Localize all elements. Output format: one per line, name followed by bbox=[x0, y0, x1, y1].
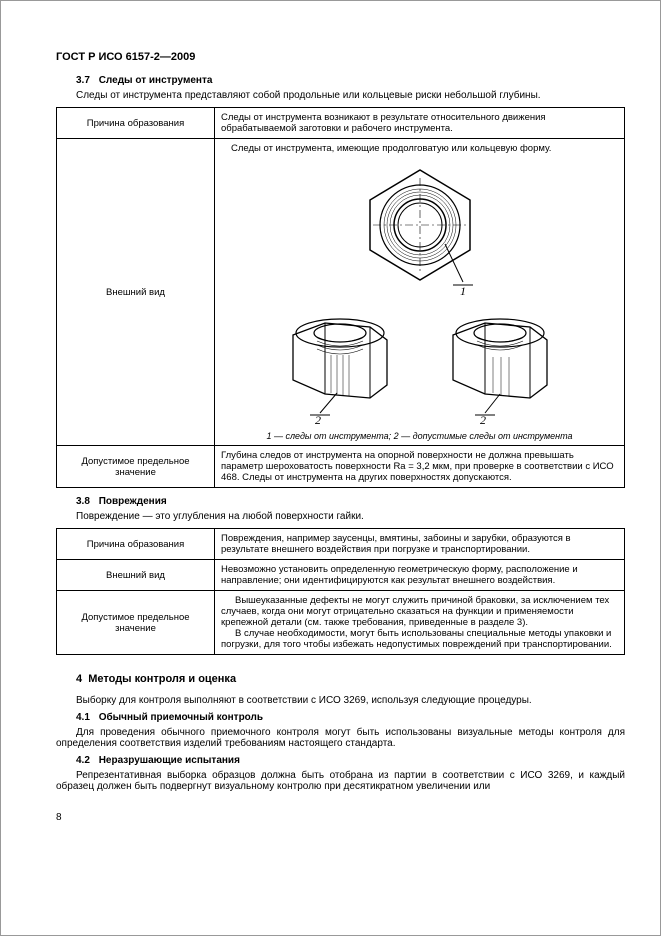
appearance-label: Внешний вид bbox=[57, 139, 215, 446]
limit-label-38: Допустимое предельное значение bbox=[57, 591, 215, 655]
section-4-num: 4 bbox=[76, 673, 82, 685]
limit-text: Глубина следов от инструмента на опорной… bbox=[215, 446, 625, 488]
table-3-7: Причина образования Следы от инструмента… bbox=[56, 107, 625, 488]
section-4-title: 4 Методы контроля и оценка bbox=[76, 673, 625, 685]
table-3-8: Причина образования Повреждения, наприме… bbox=[56, 528, 625, 655]
table-row: Допустимое предельное значение Вышеуказа… bbox=[57, 591, 625, 655]
leader-2b-label: 2 bbox=[480, 413, 486, 425]
section-4-2-title: 4.2 Неразрушающие испытания bbox=[76, 755, 625, 766]
section-3-8-name: Повреждения bbox=[99, 496, 167, 507]
section-3-7-intro: Следы от инструмента представляют собой … bbox=[56, 90, 625, 101]
table-row: Причина образования Следы от инструмента… bbox=[57, 108, 625, 139]
cause-text-38: Повреждения, например заусенцы, вмятины,… bbox=[215, 529, 625, 560]
section-4-2-num: 4.2 bbox=[76, 755, 90, 766]
section-3-8-title: 3.8 Повреждения bbox=[76, 496, 625, 507]
limit-label: Допустимое предельное значение bbox=[57, 446, 215, 488]
table-row: Допустимое предельное значение Глубина с… bbox=[57, 446, 625, 488]
table-row: Внешний вид Невозможно установить опреде… bbox=[57, 560, 625, 591]
limit-text-38-p2: В случае необходимости, могут быть испол… bbox=[221, 628, 618, 650]
cause-label-38: Причина образования bbox=[57, 529, 215, 560]
section-3-8-intro: Повреждение — это углубления на любой по… bbox=[56, 511, 625, 522]
nut-iso-left-icon: 2 bbox=[275, 305, 405, 425]
appearance-cell: Следы от инструмента, имеющие продолгова… bbox=[215, 139, 625, 446]
section-4-2-text: Репрезентативная выборка образцов должна… bbox=[56, 770, 625, 792]
section-4-1-num: 4.1 bbox=[76, 712, 90, 723]
nut-iso-right-icon: 2 bbox=[435, 305, 565, 425]
figure-top-row: 1 bbox=[221, 162, 618, 297]
page-number: 8 bbox=[56, 812, 625, 823]
cause-text: Следы от инструмента возникают в результ… bbox=[215, 108, 625, 139]
leader-2a-label: 2 bbox=[315, 413, 321, 425]
appearance-label-38: Внешний вид bbox=[57, 560, 215, 591]
appearance-text-38: Невозможно установить определенную геоме… bbox=[215, 560, 625, 591]
nut-top-view-icon: 1 bbox=[345, 162, 495, 297]
doc-id-header: ГОСТ Р ИСО 6157-2—2009 bbox=[56, 51, 625, 63]
section-3-7-title: 3.7 Следы от инструмента bbox=[76, 75, 625, 86]
section-4-2-name: Неразрушающие испытания bbox=[99, 755, 240, 766]
section-4-intro: Выборку для контроля выполняют в соответ… bbox=[56, 695, 625, 706]
appearance-note: Следы от инструмента, имеющие продолгова… bbox=[221, 143, 618, 154]
page: ГОСТ Р ИСО 6157-2—2009 3.7 Следы от инст… bbox=[0, 0, 661, 936]
table-row: Причина образования Повреждения, наприме… bbox=[57, 529, 625, 560]
section-4-1-text: Для проведения обычного приемочного конт… bbox=[56, 727, 625, 749]
section-4-1-title: 4.1 Обычный приемочный контроль bbox=[76, 712, 625, 723]
limit-text-38: Вышеуказанные дефекты не могут служить п… bbox=[215, 591, 625, 655]
leader-1-label: 1 bbox=[460, 284, 466, 297]
table-row: Внешний вид Следы от инструмента, имеющи… bbox=[57, 139, 625, 446]
section-3-7-name: Следы от инструмента bbox=[99, 75, 213, 86]
section-3-7-num: 3.7 bbox=[76, 75, 90, 86]
section-3-8-num: 3.8 bbox=[76, 496, 90, 507]
limit-text-38-p1: Вышеуказанные дефекты не могут служить п… bbox=[221, 595, 618, 628]
cause-label: Причина образования bbox=[57, 108, 215, 139]
section-4-1-name: Обычный приемочный контроль bbox=[99, 712, 263, 723]
figure-caption: 1 — следы от инструмента; 2 — допустимые… bbox=[221, 431, 618, 441]
section-4-name: Методы контроля и оценка bbox=[88, 673, 236, 685]
figure-bottom-row: 2 bbox=[221, 305, 618, 425]
